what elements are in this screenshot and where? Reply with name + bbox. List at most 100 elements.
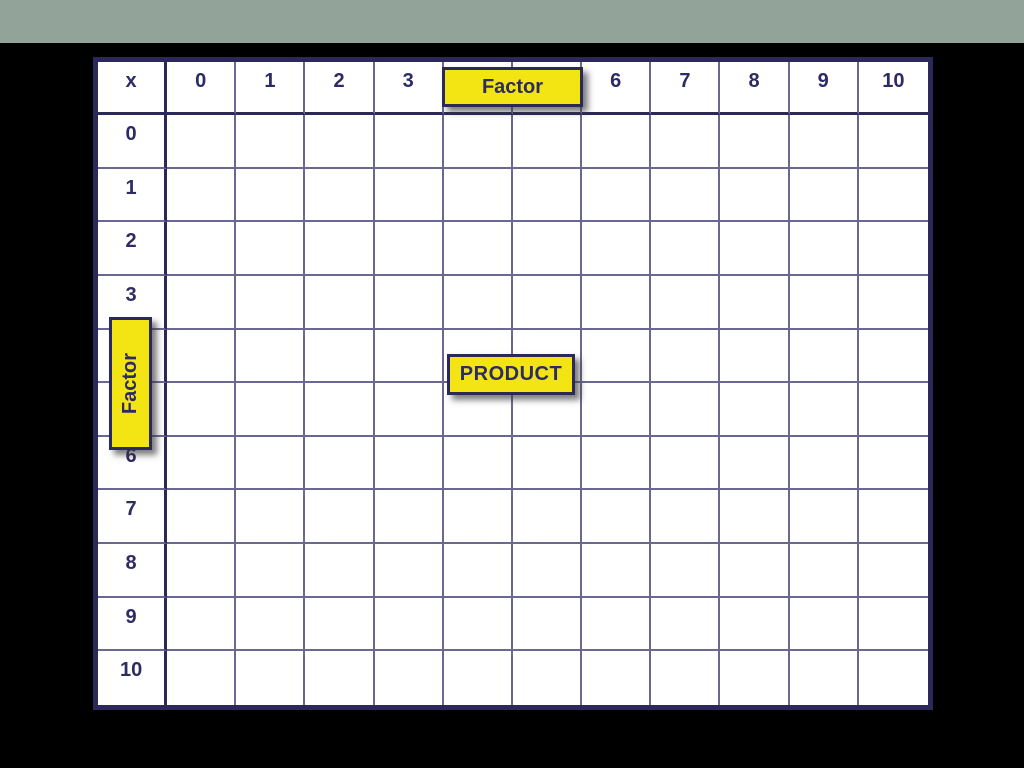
product-cell	[582, 651, 652, 705]
product-cell	[858, 330, 928, 384]
product-cell	[167, 383, 237, 437]
product-cell	[443, 168, 513, 223]
product-cell	[720, 544, 790, 598]
product-cell	[236, 275, 306, 330]
product-cell	[790, 651, 859, 705]
product-cell	[305, 544, 375, 598]
product-cell	[236, 651, 306, 705]
product-cell	[167, 597, 237, 652]
product-cell	[236, 544, 306, 598]
product-cell	[582, 275, 652, 330]
product-cell	[305, 597, 375, 652]
product-cell	[582, 544, 652, 598]
product-cell	[582, 329, 652, 384]
product-cell	[789, 597, 859, 652]
product-cell	[443, 275, 513, 330]
product-cell	[236, 490, 306, 545]
product-cell	[512, 115, 583, 169]
product-cell	[651, 597, 721, 652]
product-cell	[651, 222, 721, 276]
product-cell	[236, 115, 306, 169]
row-header-7: 7	[98, 490, 168, 545]
product-cell	[374, 436, 444, 491]
column-header-2: 2	[305, 62, 375, 115]
product-cell	[858, 544, 928, 598]
product-cell	[858, 383, 928, 437]
column-header-6: 6	[582, 62, 652, 115]
product-cell	[443, 544, 513, 598]
product-cell	[374, 222, 444, 276]
product-cell	[305, 275, 375, 330]
product-cell	[167, 115, 237, 169]
product-cell	[582, 490, 652, 545]
product-cell	[720, 329, 790, 384]
product-cell	[720, 115, 790, 169]
product-cell	[443, 222, 513, 276]
product-cell	[167, 544, 237, 598]
product-cell	[443, 383, 513, 437]
factor-label-top: Factor	[442, 67, 583, 107]
product-cell	[167, 436, 237, 491]
product-cell	[789, 168, 859, 223]
product-cell	[720, 168, 790, 223]
product-cell	[512, 168, 583, 223]
product-cell	[236, 222, 306, 276]
product-cell	[651, 544, 721, 598]
product-cell	[789, 222, 859, 276]
product-cell	[512, 597, 583, 652]
product-cell	[720, 436, 790, 491]
factor-left-text: Factor	[119, 352, 141, 415]
product-cell	[305, 436, 375, 491]
product-cell	[374, 597, 444, 652]
product-cell	[236, 329, 306, 384]
product-cell	[858, 437, 928, 491]
row-header-8: 8	[98, 544, 168, 598]
product-cell	[305, 168, 375, 223]
product-cell	[859, 651, 928, 705]
top-accent-bar	[0, 0, 1024, 43]
product-cell	[789, 383, 859, 437]
corner-cell-x: x	[98, 62, 168, 115]
product-cell	[236, 436, 306, 491]
product-cell	[858, 490, 928, 545]
product-cell	[720, 597, 790, 652]
product-cell	[236, 168, 306, 223]
product-cell	[512, 436, 583, 491]
product-cell	[789, 329, 859, 384]
product-cell	[789, 490, 859, 545]
product-cell	[858, 598, 928, 652]
product-cell	[720, 383, 790, 437]
product-cell	[512, 275, 583, 330]
product-cell	[720, 222, 790, 276]
product-cell	[375, 651, 444, 705]
row-header-9: 9	[98, 597, 168, 652]
product-cell	[444, 651, 513, 705]
product-cell	[167, 329, 237, 384]
product-cell	[512, 490, 583, 545]
product-cell	[720, 490, 790, 545]
row-header-0: 0	[98, 115, 168, 169]
row-header-10: 10	[98, 651, 168, 705]
product-cell	[167, 490, 237, 545]
product-cell	[374, 490, 444, 545]
product-cell	[443, 115, 513, 169]
product-cell	[236, 597, 306, 652]
product-cell	[374, 275, 444, 330]
product-cell	[167, 222, 237, 276]
product-cell	[443, 490, 513, 545]
column-header-0: 0	[167, 62, 237, 115]
product-cell	[789, 544, 859, 598]
product-cell	[720, 275, 790, 330]
product-cell	[651, 490, 721, 545]
product-cell	[789, 275, 859, 330]
product-cell	[513, 651, 583, 705]
product-cell	[305, 383, 375, 437]
product-cell	[305, 651, 375, 705]
product-cell	[305, 490, 375, 545]
row-header-1: 1	[98, 168, 168, 223]
product-cell	[651, 329, 721, 384]
product-cell	[858, 115, 928, 169]
product-cell	[720, 651, 790, 705]
product-cell	[305, 329, 375, 384]
product-cell	[858, 222, 928, 276]
